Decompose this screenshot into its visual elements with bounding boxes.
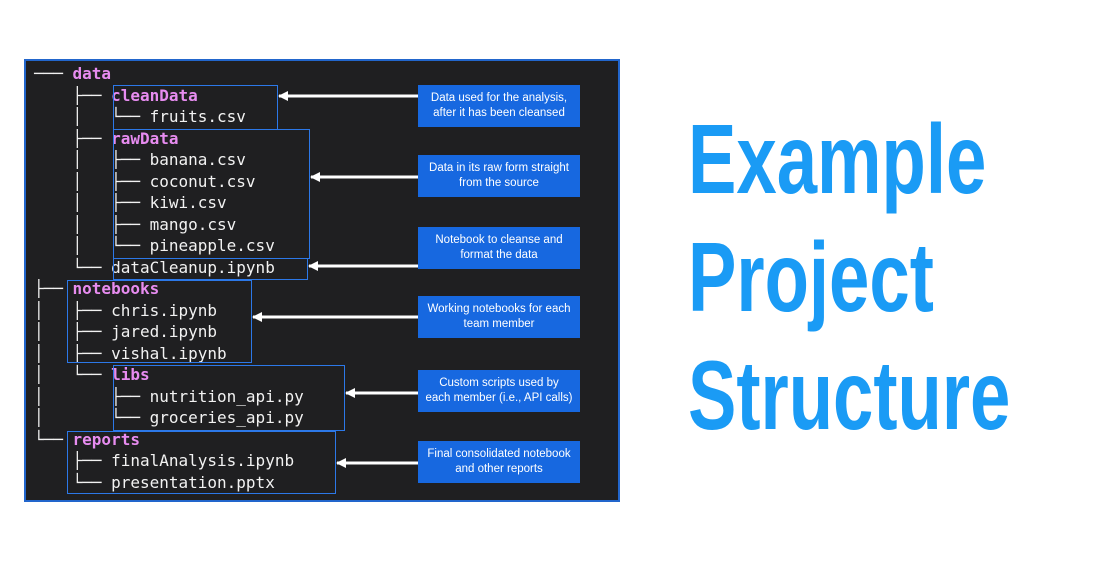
tree-prefix: │ ├── bbox=[34, 172, 150, 191]
tree-prefix: └── bbox=[34, 430, 73, 449]
callout-text: and other reports bbox=[455, 463, 543, 475]
title-line-2: Project bbox=[688, 222, 934, 332]
tree-line-reports: └── reports bbox=[34, 430, 140, 450]
highlight-datacleanup bbox=[113, 258, 308, 280]
callout-libs: Custom scripts used by each member (i.e.… bbox=[418, 370, 580, 412]
callout-text: Final consolidated notebook bbox=[427, 448, 571, 460]
tree-prefix: │ └── bbox=[34, 236, 150, 255]
tree-line-fruits: │ └── fruits.csv bbox=[34, 107, 246, 127]
callout-notebooks: Working notebooks for each team member bbox=[418, 296, 580, 338]
file-fruits: fruits.csv bbox=[149, 107, 246, 126]
file-datacleanup: dataCleanup.ipynb bbox=[111, 258, 275, 277]
callout-rawdata: Data in its raw form straight from the s… bbox=[418, 155, 580, 197]
tree-line-coconut: │ ├── coconut.csv bbox=[34, 172, 256, 192]
callout-text: format the data bbox=[460, 249, 538, 261]
page-title: Example Project Structure bbox=[688, 100, 1011, 454]
file-jared: jared.ipynb bbox=[111, 322, 218, 341]
highlight-cleandata bbox=[113, 85, 278, 130]
tree-line-pineapple: │ └── pineapple.csv bbox=[34, 236, 275, 256]
tree-line-notebooks: ├── notebooks bbox=[34, 279, 159, 299]
tree-line-libs: │ └── libs bbox=[34, 365, 150, 385]
tree-line-jared: │ ├── jared.ipynb bbox=[34, 322, 217, 342]
tree-prefix: └── bbox=[34, 258, 112, 277]
tree-prefix: │ └── bbox=[34, 408, 150, 427]
tree-prefix: │ ├── bbox=[34, 387, 150, 406]
tree-prefix: │ ├── bbox=[34, 193, 150, 212]
folder-cleandata: cleanData bbox=[111, 86, 198, 105]
highlight-rawdata bbox=[113, 129, 310, 259]
callout-text: Working notebooks for each bbox=[427, 303, 571, 315]
file-mango: mango.csv bbox=[149, 215, 237, 234]
file-nutrition-api: nutrition_api.py bbox=[149, 387, 304, 406]
tree-line-vishal: │ ├── vishal.ipynb bbox=[34, 344, 227, 364]
highlight-notebooks bbox=[67, 280, 252, 363]
callout-datacleanup: Notebook to cleanse and format the data bbox=[418, 227, 580, 269]
tree-prefix: │ ├── bbox=[34, 215, 150, 234]
tree-prefix: │ ├── bbox=[34, 301, 112, 320]
tree-prefix: │ ├── bbox=[34, 344, 112, 363]
callout-text: from the source bbox=[459, 177, 539, 189]
title-line-1: Example bbox=[688, 104, 987, 214]
tree-line-data: ─── data bbox=[34, 64, 111, 84]
tree-line-datacleanup: └── dataCleanup.ipynb bbox=[34, 258, 275, 278]
tree-prefix: │ └── bbox=[34, 107, 150, 126]
highlight-reports bbox=[67, 431, 336, 494]
callout-text: team member bbox=[463, 318, 535, 330]
callout-cleandata: Data used for the analysis, after it has… bbox=[418, 85, 580, 127]
tree-prefix: ├── bbox=[34, 86, 112, 105]
tree-prefix: ├── bbox=[34, 451, 112, 470]
file-chris: chris.ipynb bbox=[111, 301, 218, 320]
folder-reports: reports bbox=[72, 430, 140, 449]
file-banana: banana.csv bbox=[149, 150, 246, 169]
tree-line-cleandata: ├── cleanData bbox=[34, 86, 198, 106]
tree-prefix: │ ├── bbox=[34, 150, 150, 169]
callout-text: Data used for the analysis, bbox=[430, 92, 568, 104]
tree-line-mango: │ ├── mango.csv bbox=[34, 215, 237, 235]
callout-text: Data in its raw form straight bbox=[429, 162, 569, 174]
file-presentation: presentation.pptx bbox=[111, 473, 275, 492]
tree-line-banana: │ ├── banana.csv bbox=[34, 150, 246, 170]
tree-line-rawdata: ├── rawData bbox=[34, 129, 179, 149]
tree-line-finalanalysis: ├── finalAnalysis.ipynb bbox=[34, 451, 295, 471]
file-groceries-api: groceries_api.py bbox=[149, 408, 304, 427]
tree-line-nutrition: │ ├── nutrition_api.py bbox=[34, 387, 304, 407]
folder-libs: libs bbox=[111, 365, 150, 384]
tree-line-chris: │ ├── chris.ipynb bbox=[34, 301, 217, 321]
file-kiwi: kiwi.csv bbox=[149, 193, 227, 212]
tree-prefix: │ ├── bbox=[34, 322, 112, 341]
callout-reports: Final consolidated notebook and other re… bbox=[418, 441, 580, 483]
title-line-3: Structure bbox=[688, 340, 1011, 450]
callout-text: each member (i.e., API calls) bbox=[425, 392, 573, 404]
folder-notebooks: notebooks bbox=[72, 279, 160, 298]
tree-prefix: ─── bbox=[34, 64, 73, 83]
folder-data: data bbox=[72, 64, 112, 83]
callout-text: Notebook to cleanse and bbox=[435, 234, 563, 246]
tree-line-groceries: │ └── groceries_api.py bbox=[34, 408, 304, 428]
tree-line-presentation: └── presentation.pptx bbox=[34, 473, 275, 493]
tree-prefix: │ └── bbox=[34, 365, 112, 384]
file-pineapple: pineapple.csv bbox=[149, 236, 275, 255]
file-vishal: vishal.ipynb bbox=[111, 344, 227, 363]
highlight-libs bbox=[113, 365, 345, 431]
tree-line-kiwi: │ ├── kiwi.csv bbox=[34, 193, 227, 213]
file-finalanalysis: finalAnalysis.ipynb bbox=[111, 451, 295, 470]
tree-prefix: ├── bbox=[34, 129, 112, 148]
tree-prefix: ├── bbox=[34, 279, 73, 298]
callout-text: Custom scripts used by bbox=[439, 377, 559, 389]
folder-rawdata: rawData bbox=[111, 129, 179, 148]
file-coconut: coconut.csv bbox=[149, 172, 256, 191]
tree-prefix: └── bbox=[34, 473, 112, 492]
callout-text: after it has been cleansed bbox=[433, 107, 565, 119]
